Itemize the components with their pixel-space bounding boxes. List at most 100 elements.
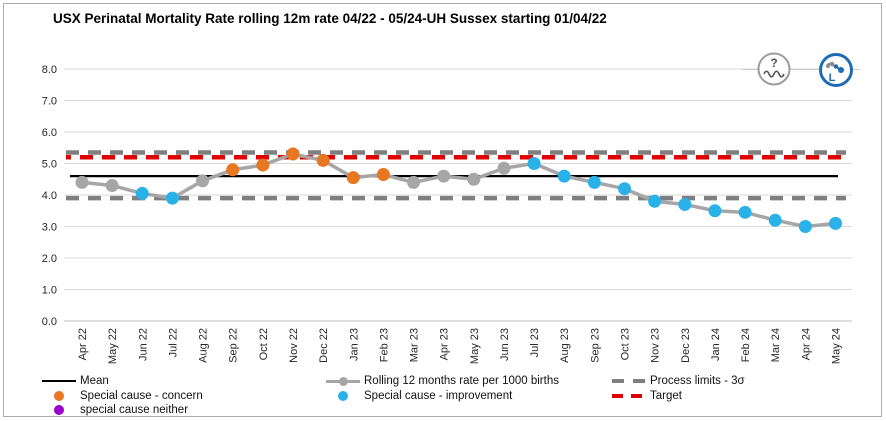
x-tick-label: Nov 22: [288, 328, 300, 363]
chart-title: USX Perinatal Mortality Rate rolling 12m…: [53, 11, 607, 26]
x-tick-label: Feb 23: [378, 328, 390, 362]
x-tick-label: Jul 22: [167, 328, 179, 357]
icon-rail-line: [742, 69, 860, 70]
data-point-apr-23: [437, 169, 451, 183]
legend-column-1: Mean Special cause - concern special cau…: [42, 374, 203, 418]
x-tick-label: Mar 23: [409, 328, 421, 362]
legend-item-target: Target: [612, 389, 745, 404]
x-tick-label: Aug 23: [559, 328, 571, 363]
mean-line-swatch: [42, 380, 76, 383]
data-point-nov-22: [286, 147, 300, 161]
x-tick-label: Apr 24: [800, 328, 812, 360]
x-tick-label: Sep 23: [589, 328, 601, 363]
data-point-aug-22: [196, 174, 210, 188]
data-point-feb-23: [376, 168, 390, 182]
data-point-feb-24: [738, 205, 752, 219]
legend-item-special-cause-neither: special cause neither: [42, 403, 203, 418]
y-tick-label: 7.0: [42, 96, 57, 108]
x-tick-label: Jun 23: [499, 328, 511, 361]
data-point-dec-23: [678, 197, 692, 211]
data-point-may-24: [829, 216, 842, 230]
low-is-good-letter: L: [829, 72, 836, 84]
data-point-jun-23: [497, 161, 511, 175]
legend-column-3: Process limits - 3σ Target: [612, 374, 745, 403]
data-point-may-23: [467, 172, 481, 186]
x-tick-label: Feb 24: [740, 328, 752, 362]
x-tick-label: Sep 22: [228, 328, 240, 363]
data-point-sep-22: [226, 163, 240, 177]
y-tick-label: 5.0: [42, 159, 57, 171]
data-point-jul-23: [527, 157, 541, 170]
legend-label: Special cause - improvement: [364, 389, 513, 402]
x-tick-label: Jun 22: [137, 328, 149, 361]
x-tick-label: Jul 23: [529, 328, 541, 357]
x-tick-label: Oct 23: [620, 328, 632, 360]
x-tick-label: Jan 23: [348, 328, 360, 361]
y-tick-label: 3.0: [42, 222, 57, 234]
squiggle-line-icon: [763, 70, 785, 78]
legend-item-process-limits: Process limits - 3σ: [612, 374, 745, 389]
legend-item-special-cause-concern: Special cause - concern: [42, 389, 203, 404]
x-tick-label: Apr 22: [77, 328, 89, 360]
x-tick-label: Oct 22: [258, 328, 270, 360]
data-point-jul-22: [165, 191, 179, 205]
legend-label: special cause neither: [80, 404, 189, 417]
data-point-sep-23: [587, 175, 601, 189]
x-tick-label: Dec 23: [680, 328, 692, 363]
legend-label: Process limits - 3σ: [650, 375, 745, 388]
special-cause-improvement-low-icon: L: [819, 53, 853, 87]
y-tick-label: 8.0: [42, 64, 57, 76]
data-point-jan-23: [346, 171, 360, 185]
target-swatch: [612, 393, 646, 398]
x-tick-label: May 24: [831, 328, 843, 364]
y-tick-label: 1.0: [42, 285, 57, 297]
data-point-apr-22: [75, 175, 89, 189]
legend-item-special-cause-improvement: Special cause - improvement: [326, 389, 559, 404]
data-point-aug-23: [557, 169, 571, 183]
legend-label: Special cause - concern: [80, 389, 203, 402]
data-point-oct-22: [256, 158, 270, 172]
legend-label: Mean: [80, 375, 109, 388]
x-tick-label: May 22: [107, 328, 119, 364]
data-point-nov-23: [648, 194, 662, 208]
trend-dot: [826, 64, 830, 68]
trend-dot: [829, 61, 835, 67]
data-point-may-22: [105, 179, 119, 193]
x-tick-label: May 23: [469, 328, 481, 364]
neither-dot-swatch: [42, 405, 76, 416]
legend-label: Rolling 12 months rate per 1000 births: [364, 375, 559, 388]
legend-item-rolling-rate: Rolling 12 months rate per 1000 births: [326, 374, 559, 389]
x-tick-label: Dec 22: [318, 328, 330, 363]
question-mark-glyph: ?: [770, 56, 777, 70]
improvement-dot-swatch: [326, 390, 360, 401]
common-cause-variation-icon: ?: [757, 52, 791, 86]
x-tick-label: Mar 24: [770, 328, 782, 362]
trend-dot: [833, 64, 839, 69]
concern-dot-swatch: [42, 390, 76, 401]
data-point-jun-22: [135, 186, 149, 200]
y-tick-label: 2.0: [42, 253, 57, 265]
legend-column-2: Rolling 12 months rate per 1000 births S…: [326, 374, 559, 403]
trend-dot: [838, 67, 844, 73]
legend-label: Target: [650, 389, 682, 402]
assurance-icon-circle: [819, 53, 853, 87]
y-tick-label: 6.0: [42, 127, 57, 139]
data-point-jan-24: [708, 204, 722, 218]
y-tick-label: 0.0: [42, 316, 57, 328]
x-tick-label: Aug 22: [198, 328, 210, 363]
x-tick-label: Jan 24: [710, 328, 722, 361]
data-point-oct-23: [618, 182, 632, 196]
x-tick-label: Nov 23: [650, 328, 662, 363]
legend: Mean Special cause - concern special cau…: [0, 374, 886, 420]
x-tick-label: Apr 23: [439, 328, 451, 360]
y-tick-label: 4.0: [42, 190, 57, 202]
data-point-dec-22: [316, 153, 330, 167]
legend-item-mean: Mean: [42, 374, 203, 389]
data-point-mar-24: [768, 213, 782, 227]
rolling-rate-line: [80, 152, 838, 229]
data-point-apr-24: [798, 220, 812, 233]
process-limits-swatch: [612, 379, 646, 384]
series-line-swatch: [326, 376, 360, 386]
data-point-mar-23: [407, 175, 421, 189]
